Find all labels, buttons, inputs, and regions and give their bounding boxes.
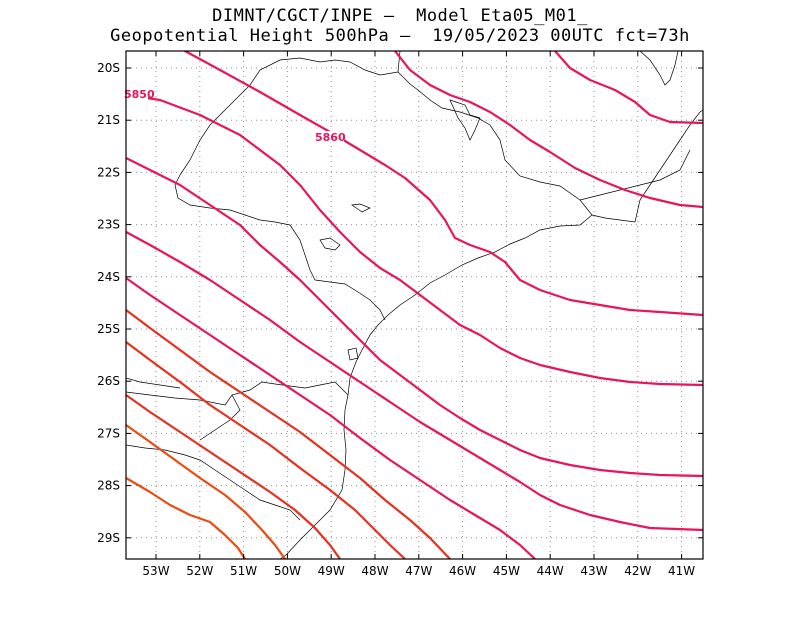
lake-4 [347,347,359,361]
map-title-line-2: Geopotential Height 500hPa – 19/05/2023 … [110,26,690,46]
longitude-labels: 53W 52W 51W 50W 49W 48W 47W 46W 45W 44W 43W 42W 41W [142,564,695,578]
lon-label-44w: 44W [537,564,564,578]
lat-label-21s: 21S [97,113,120,127]
lon-label-43w: 43W [580,564,607,578]
lon-label-51w: 51W [230,564,257,578]
lon-label-46w: 46W [449,564,476,578]
lon-label-53w: 53W [142,564,169,578]
border-sp-mg [179,57,399,176]
lon-label-45w: 45W [493,564,520,578]
lon-label-48w: 48W [361,564,388,578]
lat-label-23s: 23S [97,218,120,232]
lat-label-28s: 28S [97,479,120,493]
contour-5830 [126,276,537,559]
lon-label-49w: 49W [318,564,345,578]
coastline [279,51,593,559]
lon-label-47w: 47W [405,564,432,578]
map-title-line-1: DIMNT/CGCT/INPE – Model Eta05_M01_ [212,6,588,26]
lon-label-42w: 42W [624,564,651,578]
border-mg-es [639,51,679,86]
contour-5800 [126,393,342,559]
lake-3 [351,203,371,213]
lake-1 [449,99,481,141]
contour-5860 [183,51,703,317]
border-pr-sc [126,381,349,406]
lake-2 [319,237,341,251]
lon-label-50w: 50W [274,564,301,578]
contour-label-5850: 5850 [124,88,155,101]
contour-5780 [126,476,247,559]
contour-5820 [126,308,452,559]
lat-label-20s: 20S [97,61,120,75]
contour-5850-south [126,156,703,478]
border-mg-rj [579,149,691,201]
lon-label-52w: 52W [186,564,213,578]
contour-5790 [126,423,287,559]
lat-label-27s: 27S [97,426,120,440]
border-sc-rs [126,444,301,521]
political-borders [126,51,703,559]
map-frame [125,50,704,560]
contour-5850-west [126,93,703,387]
lat-label-22s: 22S [97,165,120,179]
lat-label-25s: 25S [97,322,120,336]
lat-label-24s: 24S [97,270,120,284]
border-misc [199,394,241,441]
border-sp-pr [314,279,386,321]
lat-label-29s: 29S [97,531,120,545]
contour-5870 [393,51,703,209]
contour-5810 [126,340,407,559]
latitude-labels: 20S 21S 22S 23S 24S 25S 26S 27S 28S 29S [97,61,120,545]
lat-label-26s: 26S [97,374,120,388]
contour-lines [126,51,703,559]
border-sp-ms [174,174,316,281]
lat-lon-grid [126,51,703,559]
axis-ticks [126,51,703,559]
contour-5880 [553,51,703,125]
lon-label-41w: 41W [668,564,695,578]
contour-5840 [126,230,703,532]
border-pr-ms [126,377,181,389]
contour-label-5860: 5860 [315,131,346,144]
